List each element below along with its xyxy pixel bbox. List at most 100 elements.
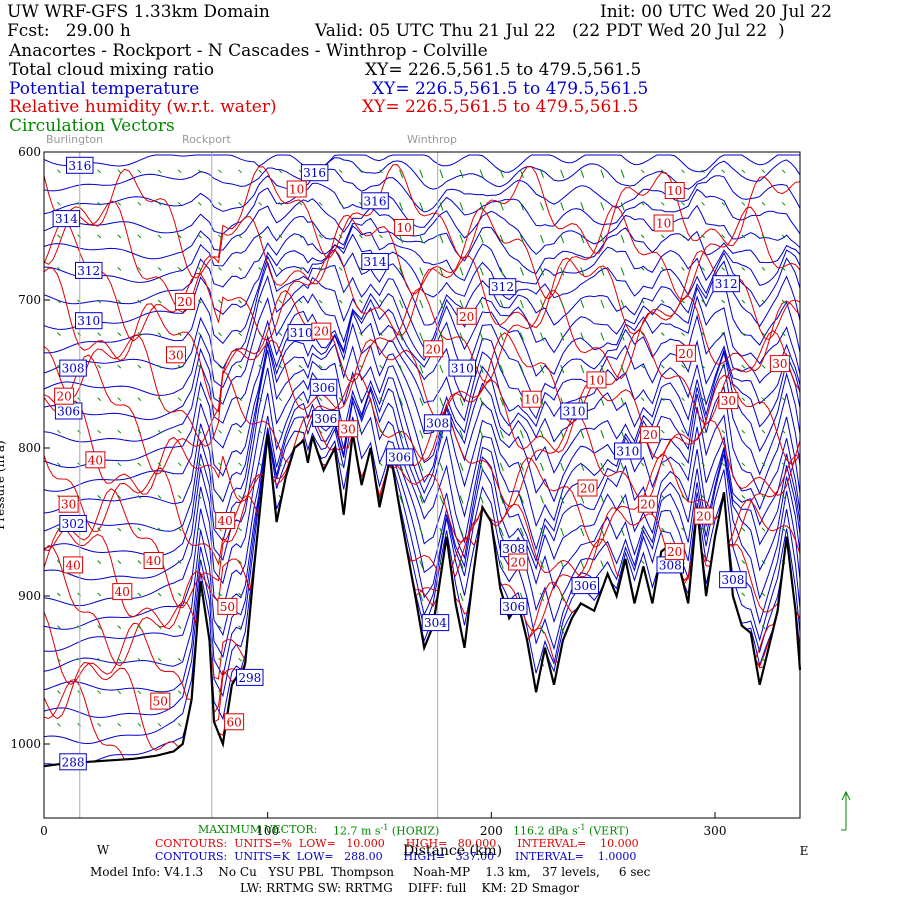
vector-arrow (540, 332, 544, 341)
vector-arrow (459, 560, 464, 569)
vector-arrow (238, 397, 242, 402)
rh-contour-label: 40 (218, 514, 233, 528)
theta-contour-line (43, 311, 801, 469)
x-tick-label: 100 (256, 824, 279, 838)
rh-contour-label-box (166, 346, 186, 364)
vector-arrow (197, 527, 202, 532)
vector-arrow (338, 234, 343, 239)
plot-frame (43, 151, 801, 819)
vector-arrow (97, 429, 102, 434)
vector-arrow (580, 560, 585, 569)
theta-contour-label-box (66, 156, 94, 174)
theta-contour-label-box (75, 261, 103, 279)
vector-arrow (97, 527, 102, 532)
vector-arrow (298, 201, 303, 206)
vector-arrow (57, 332, 61, 336)
vector-arrow (540, 267, 544, 276)
vector-arrow (660, 267, 665, 271)
theta-contour-line (43, 386, 801, 581)
vector-arrow (117, 201, 122, 206)
rh-contour-label: 20 (459, 310, 474, 324)
vector-arrow (459, 234, 464, 244)
vector-arrow (137, 690, 142, 695)
vector-arrow (660, 462, 665, 467)
vector-arrow (399, 202, 404, 211)
vector-arrow (781, 201, 786, 206)
vector-arrow (660, 364, 665, 369)
vector-arrow (157, 201, 162, 206)
vector-arrow (278, 299, 283, 304)
vector-arrow (238, 201, 242, 206)
vector-arrow (761, 397, 766, 402)
theta-contour-label-box (448, 359, 476, 377)
theta-contour-label: 310 (451, 362, 474, 376)
vector-arrow (620, 364, 625, 374)
vector-arrow (519, 527, 524, 537)
vector-arrow (620, 462, 625, 471)
field-cloud-name: Total cloud mixing ratio (9, 60, 215, 80)
theta-contour-label-box (309, 378, 338, 396)
vector-arrow (499, 527, 504, 537)
vector-arrow (117, 690, 122, 695)
vector-arrow (499, 364, 504, 374)
vector-arrow (519, 299, 524, 309)
theta-contour-label: 304 (424, 616, 447, 630)
theta-contour-label-box (236, 668, 264, 686)
vector-arrow (117, 722, 122, 727)
vector-arrow (459, 299, 464, 309)
vector-arrow (97, 625, 102, 629)
vector-arrow (97, 495, 102, 499)
theta-contour-line (43, 154, 800, 173)
theta-contour-line (43, 274, 801, 396)
vector-arrow (137, 527, 142, 532)
vector-arrow (218, 364, 222, 369)
vector-arrow (439, 332, 444, 341)
vector-arrow (177, 527, 182, 532)
vector-arrow (419, 332, 424, 341)
rh-contour-label: 10 (656, 217, 671, 231)
theta-contour-label-box (52, 210, 81, 228)
vector-arrow (238, 429, 242, 434)
theta-contour-line (43, 261, 801, 374)
rh-contour-label-box (112, 583, 133, 601)
theta-contour-label: 308 (62, 362, 85, 376)
vector-arrow (600, 267, 605, 276)
vector-arrow (379, 234, 383, 239)
valid-time: Valid: 05 UTC Thu 21 Jul 22 (22 PDT Wed … (315, 21, 785, 41)
rh-contour-label-box (521, 390, 542, 408)
vector-arrow (97, 169, 102, 174)
vector-arrow (781, 527, 786, 532)
vector-arrow (399, 234, 404, 244)
vector-arrow (338, 364, 343, 369)
vector-arrow (359, 299, 363, 304)
rh-contour-label-box (718, 392, 739, 410)
vector-arrow (318, 267, 323, 271)
vector-arrow (57, 234, 61, 239)
vector-arrow (157, 234, 162, 239)
vector-arrow (379, 169, 383, 174)
vector-arrow (519, 495, 524, 504)
vector-arrow (238, 527, 242, 532)
vector-arrow (580, 462, 585, 471)
rh-contour-label-box (63, 556, 84, 574)
vector-arrow (741, 364, 746, 369)
vector-arrow (137, 332, 142, 336)
vector-arrow (600, 430, 605, 439)
x-tick-label: 0 (40, 824, 48, 838)
vector-arrow (439, 267, 444, 276)
vector-arrow (701, 397, 705, 402)
rh-contour-label: 20 (426, 342, 441, 356)
vector-arrow (318, 234, 323, 239)
vector-arrow (660, 169, 665, 174)
vector-arrow (298, 234, 303, 239)
vector-arrow (701, 495, 705, 499)
vector-arrow (519, 202, 524, 211)
vector-arrow (560, 625, 565, 634)
vector-arrow (157, 592, 162, 597)
vector-arrow (640, 397, 645, 402)
rh-contour-label: 50 (153, 695, 168, 709)
vector-arrow (197, 299, 202, 304)
vector-arrow (560, 234, 565, 244)
theta-contour-label: 306 (388, 450, 411, 464)
vector-arrow (620, 234, 625, 244)
